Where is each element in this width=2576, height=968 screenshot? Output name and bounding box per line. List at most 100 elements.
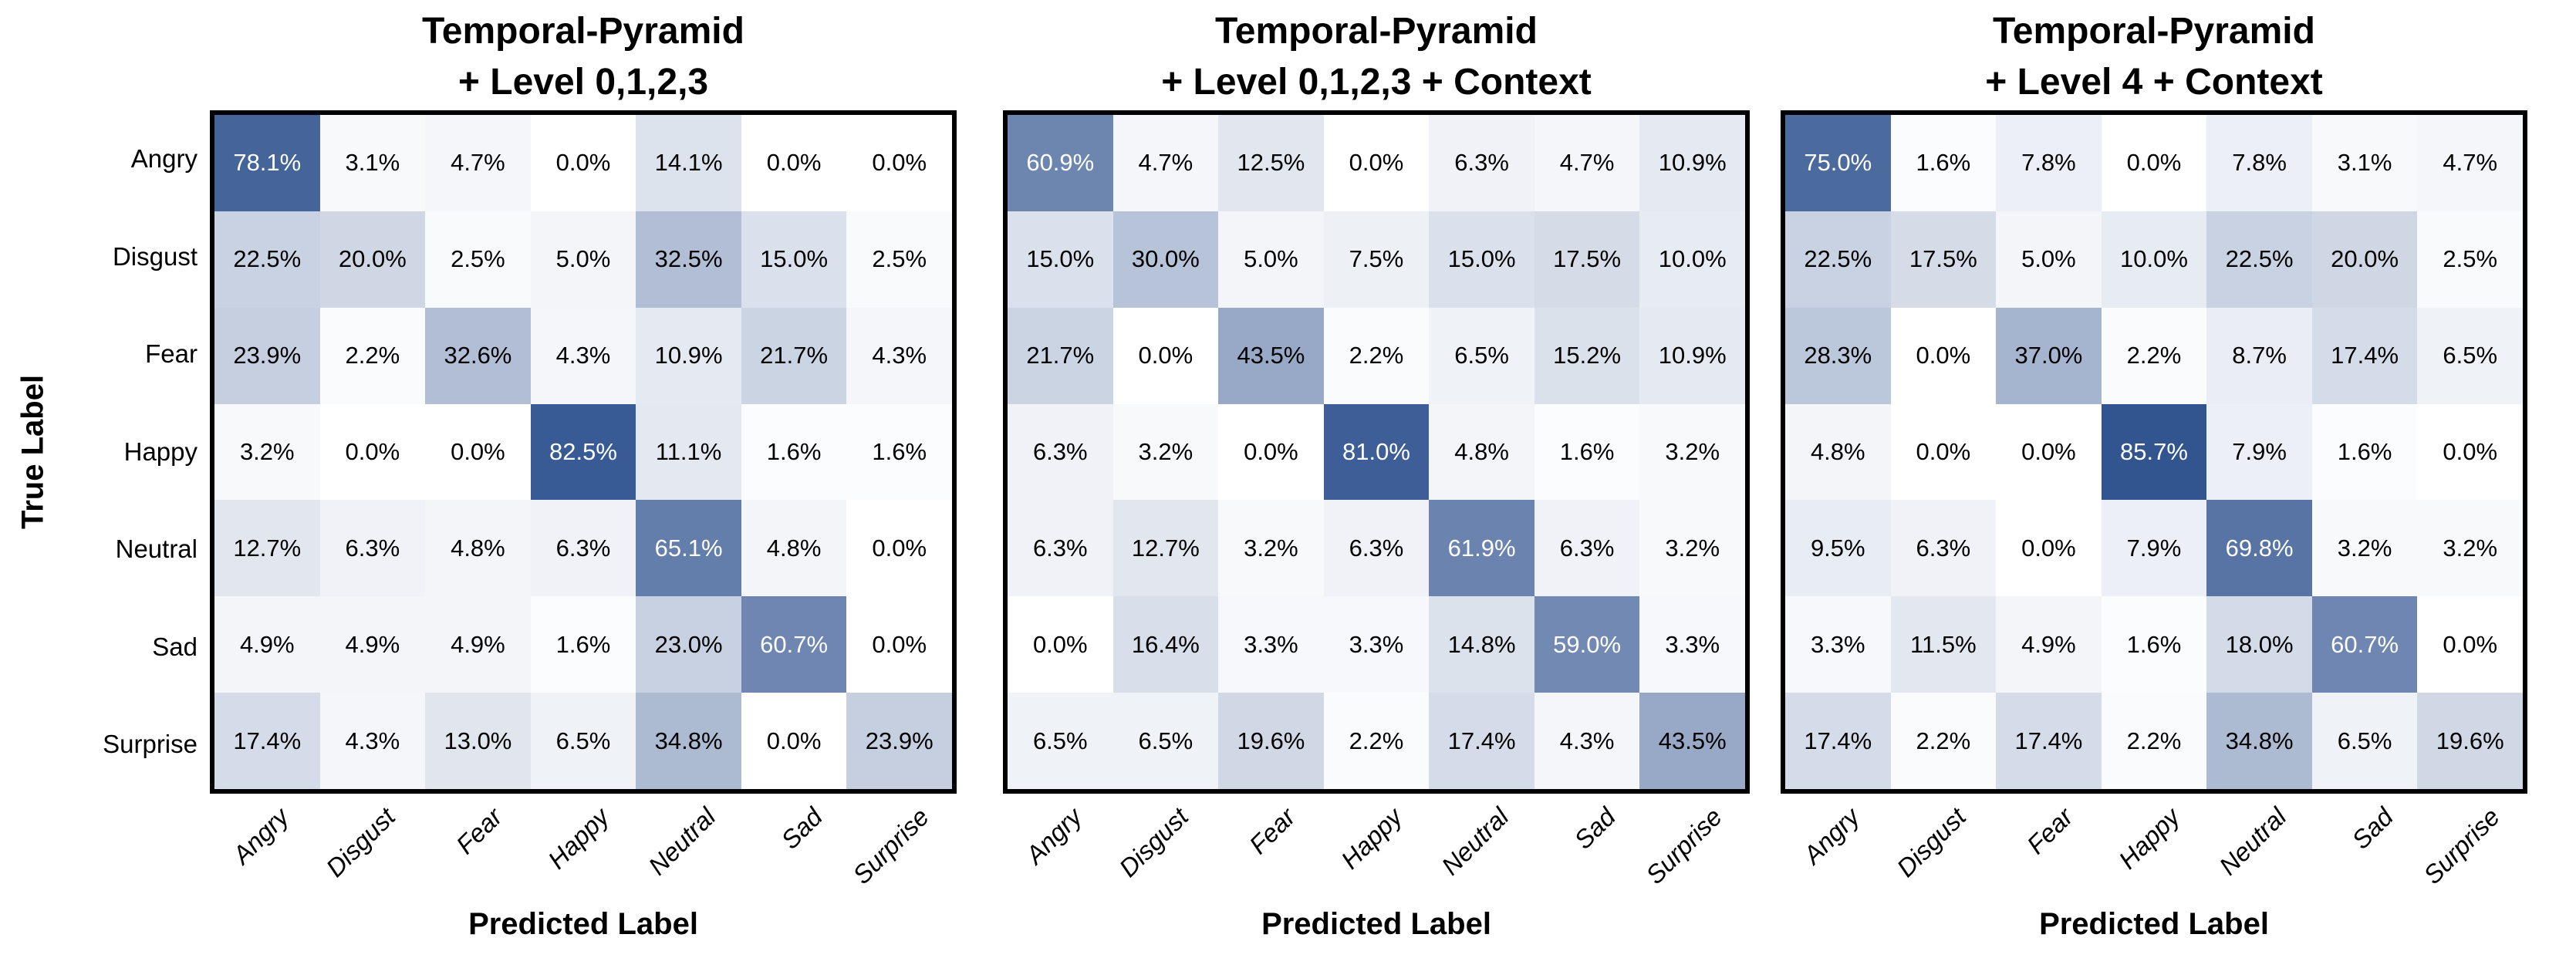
y-tick-label: Happy [123,437,198,466]
heatmap-cell: 60.7% [741,596,847,693]
heatmap-cell: 12.5% [1218,115,1324,211]
heatmap-cell: 17.4% [214,693,320,789]
heatmap-cell: 2.5% [2417,211,2523,308]
heatmap-cell: 2.5% [425,211,531,308]
heatmap-cell: 4.7% [2417,115,2523,211]
heatmap-cell: 60.7% [2311,596,2418,693]
heatmap-cell: 3.3% [1785,596,1891,693]
heatmap-cell: 13.0% [425,693,531,789]
panel-title-line2: + Level 0,1,2,3 [457,62,709,103]
heatmap-cell: 32.5% [636,211,741,308]
heatmap-cell: 28.3% [1785,307,1891,404]
heatmap-cell: 0.0% [1008,596,1113,693]
heatmap-cell: 1.6% [2311,403,2418,501]
heatmap-cell: 6.3% [1429,115,1534,211]
heatmap-cell: 2.2% [1323,693,1430,789]
heatmap-cell: 0.0% [319,403,426,501]
x-tick-label: Angry [227,802,295,870]
heatmap-cell: 7.5% [1323,211,1430,308]
panel-title-line2: + Level 4 + Context [1985,62,2323,103]
heatmap-cell: 3.3% [1639,596,1745,693]
x-axis-title: Predicted Label [468,907,698,941]
heatmap-cell: 69.8% [2206,500,2312,597]
heatmap-cell: 78.1% [214,115,320,211]
x-tick-label: Fear [2021,802,2078,860]
heatmap-cell: 61.9% [1429,500,1534,597]
heatmap-cell: 10.0% [1639,211,1745,308]
heatmap-cell: 4.8% [1429,403,1534,501]
heatmap-cell: 2.5% [846,211,952,308]
heatmap-cell: 19.6% [1218,693,1324,789]
heatmap-cell: 5.0% [1996,211,2102,308]
x-axis-title: Predicted Label [1261,907,1491,941]
heatmap-cell: 4.9% [214,596,320,693]
x-tick-label: Disgust [1891,802,1972,882]
heatmap-cell: 15.0% [1008,211,1113,308]
heatmap-cell: 4.7% [1534,115,1640,211]
heatmap-cell: 59.0% [1534,596,1640,693]
heatmap-cell: 4.3% [319,693,426,789]
heatmap-cell: 81.0% [1323,403,1430,501]
heatmap-cell: 6.3% [1008,500,1113,597]
heatmap-cell: 3.2% [2417,500,2523,597]
heatmap-cell: 85.7% [2101,403,2207,501]
x-tick-label: Surprise [2417,802,2506,890]
x-tick-label: Disgust [1113,802,1194,882]
heatmap-cell: 30.0% [1112,211,1219,308]
heatmap-cell: 5.0% [1218,211,1324,308]
heatmap-cell: 22.5% [214,211,320,308]
x-tick-label: Happy [2112,802,2186,875]
heatmap-cell: 17.4% [2311,307,2418,404]
heatmap-cell: 15.2% [1534,307,1640,404]
y-tick-label: Angry [130,144,198,173]
y-tick-label: Neutral [115,535,198,564]
heatmap-cell: 7.9% [2101,500,2207,597]
heatmap-cell: 19.6% [2417,693,2523,789]
heatmap-cell: 10.9% [1639,115,1745,211]
heatmap-cell: 2.2% [1890,693,1997,789]
panel-level-4-context: Temporal-Pyramid + Level 4 + Context 75.… [1781,0,2527,968]
heatmap-cell: 34.8% [2206,693,2312,789]
x-tick-label: Angry [1798,802,1865,870]
heatmap-cell: 0.0% [1996,500,2102,597]
heatmap-cell: 3.3% [1323,596,1430,693]
heatmap-cell: 10.9% [1639,307,1745,404]
x-tick-label: Sad [1568,802,1621,855]
heatmap-cell: 7.8% [2206,115,2312,211]
heatmap-cell: 17.4% [1996,693,2102,789]
panel-title-line2: + Level 0,1,2,3 + Context [1161,62,1592,103]
x-tick-label: Surprise [846,802,935,890]
heatmap-cell: 20.0% [319,211,426,308]
y-tick-label: Fear [145,339,198,369]
x-tick-labels: Angry Disgust Fear Happy Neutral Sad Surprise [1781,802,2527,918]
heatmap-cell: 43.5% [1639,693,1745,789]
heatmap-cell: 15.0% [1429,211,1534,308]
heatmap-cell: 82.5% [530,403,636,501]
heatmap-cell: 4.8% [425,500,531,597]
heatmap-cell: 1.6% [741,403,847,501]
heatmap-cell: 17.4% [1429,693,1534,789]
heatmap-cell: 0.0% [2417,403,2523,501]
y-tick-label: Sad [152,632,198,661]
panel-title-line1: Temporal-Pyramid [422,11,744,52]
heatmap-grid: 75.0% 1.6% 7.8% 0.0% 7.8% 3.1% 4.7% 22.5% 17.5% 5… [1781,110,2527,794]
heatmap-cell: 6.5% [2417,307,2523,404]
heatmap-cell: 0.0% [1218,403,1324,501]
heatmap-cell: 2.2% [1323,307,1430,404]
heatmap-cell: 14.1% [636,115,741,211]
heatmap-cell: 23.9% [214,307,320,404]
heatmap-cell: 0.0% [846,596,952,693]
heatmap-cell: 1.6% [1534,403,1640,501]
heatmap-cell: 4.8% [741,500,847,597]
heatmap-cell: 60.9% [1008,115,1113,211]
heatmap-cell: 23.0% [636,596,741,693]
heatmap-cell: 6.5% [2311,693,2418,789]
heatmap-cell: 18.0% [2206,596,2312,693]
x-tick-label: Sad [775,802,828,855]
heatmap-cell: 0.0% [1323,115,1430,211]
x-tick-label: Surprise [1639,802,1728,890]
panel-title-line1: Temporal-Pyramid [1215,11,1538,52]
heatmap-cell: 3.1% [319,115,426,211]
heatmap-cell: 4.3% [530,307,636,404]
heatmap-cell: 34.8% [636,693,741,789]
